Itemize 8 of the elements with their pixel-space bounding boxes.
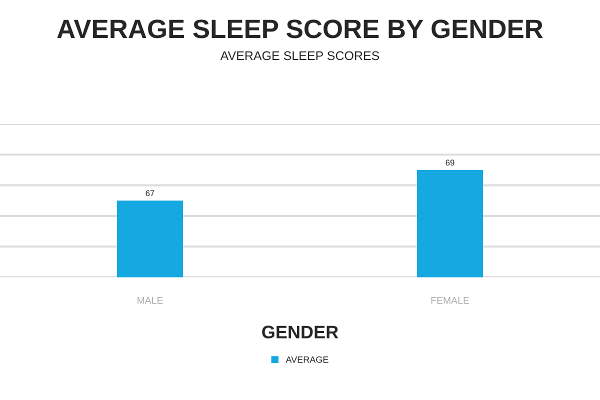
x-tick-label: MALE <box>138 297 163 304</box>
chart-subtitle: AVERAGE SLEEP SCORES <box>220 51 380 60</box>
x-axis-title: GENDER <box>262 326 338 338</box>
x-tick-label: FEMALE <box>431 297 470 304</box>
chart-title: AVERAGE SLEEP SCORE BY GENDER <box>57 20 543 38</box>
legend-label: AVERAGE <box>286 356 328 363</box>
data-label: 69 <box>446 160 454 166</box>
data-label: 67 <box>146 190 154 196</box>
